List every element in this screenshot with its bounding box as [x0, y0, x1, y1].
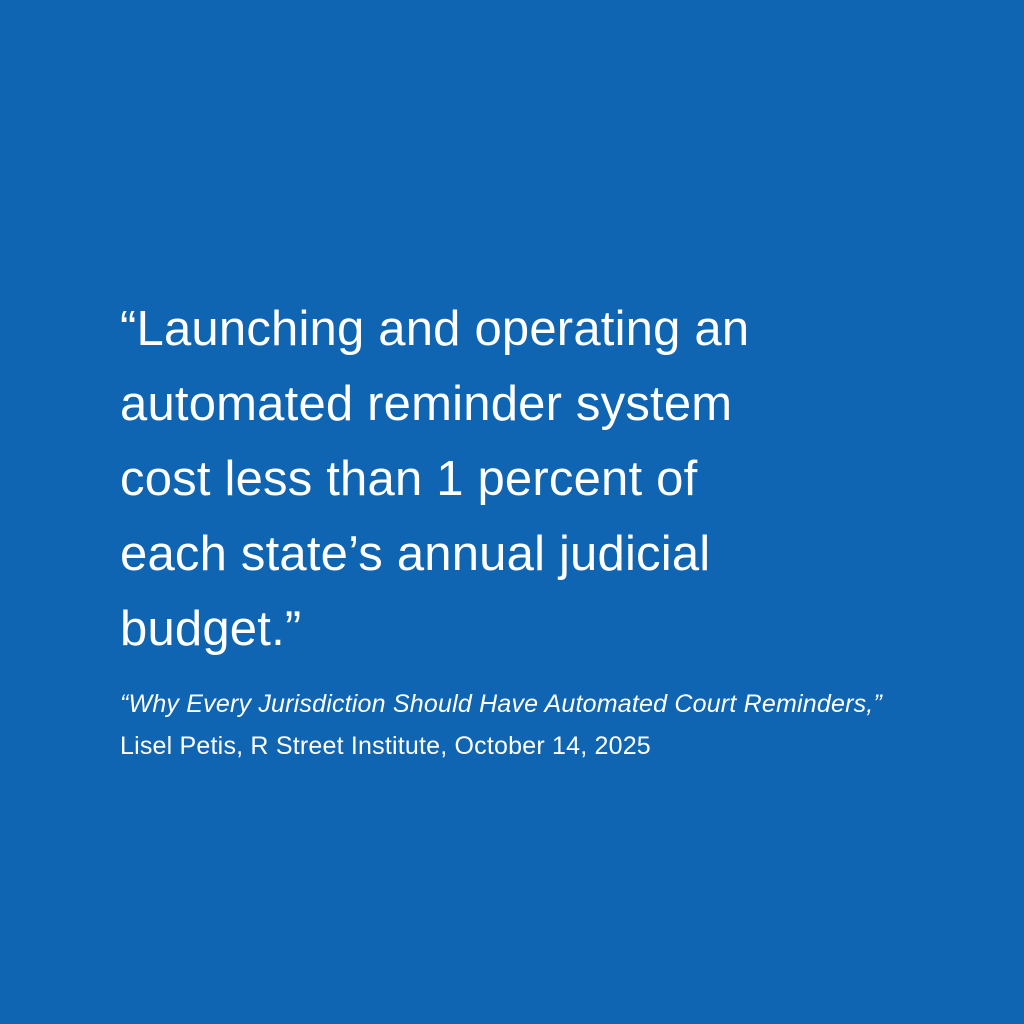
quote-text: “Launching and operating an automated re…: [120, 292, 964, 667]
attribution: “Why Every Jurisdiction Should Have Auto…: [120, 683, 984, 767]
quote-line-2: automated reminder system: [120, 377, 733, 431]
quote-line-5: budget.”: [120, 602, 302, 656]
attribution-author-line: Lisel Petis, R Street Institute, October…: [120, 732, 651, 760]
attribution-source-title: “Why Every Jurisdiction Should Have Auto…: [120, 690, 882, 718]
quote-line-4: each state’s annual judicial: [120, 527, 711, 581]
quote-line-3: cost less than 1 percent of: [120, 452, 698, 506]
quote-line-1: “Launching and operating an: [120, 302, 750, 356]
